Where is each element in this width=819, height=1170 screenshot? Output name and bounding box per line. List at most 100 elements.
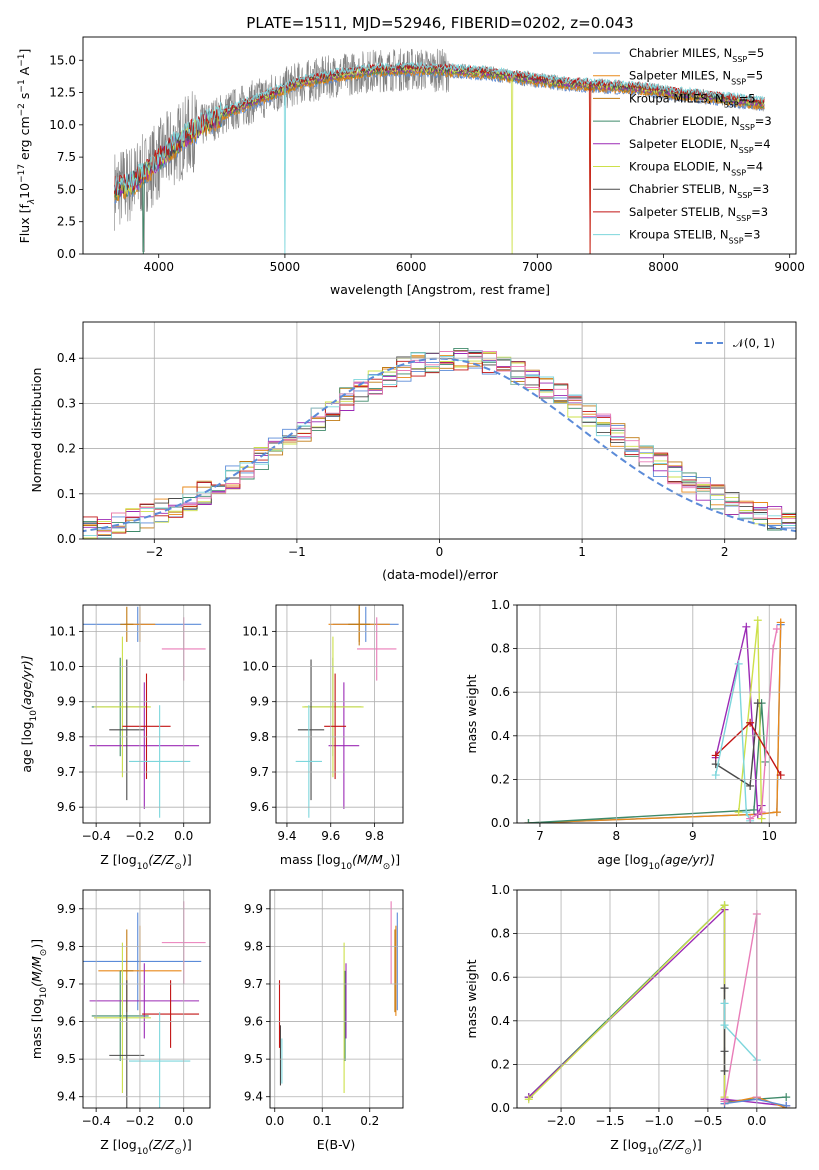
- x-tick-label: 0.1: [313, 1114, 332, 1128]
- y-tick-label: 1.0: [491, 883, 510, 897]
- legend-n-sub: SSP: [729, 236, 744, 245]
- mass-weight-marker: [782, 1101, 791, 1108]
- x-tick-label: 0: [436, 545, 444, 559]
- x-axis-label-part: (Z/Z: [658, 1137, 685, 1152]
- y-tick-label: 9.8: [57, 730, 76, 744]
- mass-weight-vs-metallicity-chart-plot-area: [524, 901, 791, 1108]
- y-axis-label-part: −1: [17, 54, 27, 67]
- mass-vs-metallicity-chart-plot-area: [83, 901, 206, 1108]
- y-axis-label: Flux [fλ10−17 erg cm−2 s−1 A−1]: [17, 49, 37, 244]
- y-tick-label: 9.6: [250, 800, 269, 814]
- x-axis-label-part: )]: [692, 1137, 702, 1152]
- model-spectrum-line: [114, 66, 765, 254]
- y-tick-label: 0.1: [57, 487, 76, 501]
- mass-weight-marker: [720, 901, 729, 910]
- mass-weight-marker: [776, 771, 785, 780]
- legend-n-sub: SSP: [740, 123, 755, 132]
- legend-entry: Chabrier MILES, NSSP=5: [629, 46, 764, 64]
- legend-n-value: =3: [751, 205, 768, 219]
- mass-weight-marker: [720, 984, 729, 993]
- mass-weight-marker: [753, 699, 762, 708]
- y-tick-label: 0.0: [491, 816, 510, 830]
- mass-weight-marker: [734, 808, 743, 817]
- legend-n-prefix: , N: [715, 160, 731, 174]
- axes-frame: [82, 321, 797, 540]
- x-axis-label: age [log10(age/yr)]: [597, 852, 714, 872]
- mass-vs-metallicity-chart: −0.4 −0.2 0.09.49.59.69.79.89.9Z [log10(Z/…: [29, 889, 211, 1157]
- y-tick-label: 12.5: [49, 86, 76, 100]
- y-axis-label-part: mass weight: [464, 959, 479, 1038]
- y-axis-label-part: λ: [27, 199, 37, 205]
- legend-n-value: =3: [744, 228, 761, 242]
- legend-n-prefix: , N: [721, 182, 737, 196]
- legend-entry: Chabrier ELODIE, NSSP=3: [629, 114, 772, 132]
- y-tick-label: 0.4: [57, 351, 76, 365]
- y-tick-label: 0.3: [57, 396, 76, 410]
- mass-weight-line: [715, 663, 751, 822]
- legend-n-value: =5: [747, 46, 764, 60]
- mass-weight-marker: [772, 808, 781, 817]
- x-axis-label-part: Z [log: [610, 1137, 646, 1152]
- x-tick-label: −1: [288, 545, 306, 559]
- x-tick-label: −0.2: [125, 829, 154, 843]
- x-axis-label-part: 10: [341, 862, 353, 872]
- legend-n-prefix: , N: [716, 46, 732, 60]
- x-tick-label: 0.0: [265, 1114, 284, 1128]
- x-tick-label: 1: [578, 545, 586, 559]
- y-axis-label-part: erg cm: [17, 116, 32, 164]
- mass-weight-marker: [753, 616, 762, 625]
- mass-weight-vs-age-chart-plot-area: [524, 616, 785, 823]
- x-axis-label: E(B-V): [317, 1137, 356, 1152]
- y-tick-label: 0.2: [57, 442, 76, 456]
- y-tick-label: 10.1: [49, 624, 76, 638]
- y-tick-label: 9.6: [57, 1015, 76, 1029]
- x-tick-label: 10: [762, 829, 777, 843]
- x-tick-label: 9.6: [321, 829, 340, 843]
- x-axis-label-part: ⊙: [383, 862, 391, 872]
- mass-weight-marker: [524, 1095, 533, 1104]
- x-tick-label: 4000: [143, 260, 174, 274]
- y-tick-label: 0.8: [491, 642, 510, 656]
- mass-weight-line: [528, 624, 782, 823]
- y-axis-label-part: −17: [17, 164, 27, 183]
- legend-entry: Salpeter STELIB, NSSP=3: [629, 205, 768, 223]
- x-axis-label-part: (M/M: [352, 852, 383, 867]
- axes-frame: [82, 604, 211, 824]
- y-tick-label: 1.0: [491, 598, 510, 612]
- mass-weight-vs-metallicity-chart: −2.0 −1.5 −1.0 −0.5 0.0 0.0 0.2 0.4 0.6 0.8 1.0 Z […: [464, 883, 797, 1157]
- legend-n-value: =3: [755, 114, 772, 128]
- legend-series-name: Salpeter STELIB: [629, 205, 720, 219]
- y-tick-label: 2.5: [57, 215, 76, 229]
- y-tick-label: 9.5: [244, 1052, 263, 1066]
- x-tick-label: −0.5: [693, 1114, 722, 1128]
- y-axis-label-part: Flux [f: [17, 204, 32, 244]
- y-axis-label-part: −2: [17, 103, 27, 116]
- legend-n-value: =5: [739, 91, 756, 105]
- model-spectrum-line: [114, 63, 765, 197]
- x-axis-label-part: (Z/Z: [148, 852, 175, 867]
- x-axis-label: (data-model)/error: [382, 567, 499, 582]
- y-tick-label: 9.4: [57, 1090, 76, 1104]
- x-tick-label: −1.5: [595, 1114, 624, 1128]
- mass-weight-marker: [734, 659, 743, 668]
- y-axis-label-part: Normed distribution: [29, 368, 44, 493]
- mass-weight-marker: [746, 814, 755, 823]
- y-tick-label: 9.7: [244, 977, 263, 991]
- x-axis-label-part: Z [log: [100, 1137, 136, 1152]
- x-tick-label: 7: [536, 829, 544, 843]
- x-tick-label: −1.0: [644, 1114, 673, 1128]
- x-tick-label: 8000: [648, 260, 679, 274]
- age-vs-metallicity-chart-plot-area: [83, 606, 206, 818]
- y-axis-label-part: 10: [17, 183, 32, 199]
- y-tick-label: 0.2: [491, 1057, 510, 1071]
- legend-entry: Kroupa ELODIE, NSSP=4: [629, 160, 763, 178]
- legend-series-name: Chabrier STELIB: [629, 182, 721, 196]
- legend-entry: 𝒩(0, 1): [733, 336, 775, 350]
- axes-frame: [516, 604, 797, 824]
- mass-weight-marker: [720, 1021, 729, 1030]
- legend-entry: Kroupa MILES, NSSP=5: [629, 91, 756, 109]
- model-spectrum-line: [114, 60, 765, 254]
- legend-n-sub: SSP: [724, 100, 739, 109]
- y-tick-label: 0.2: [491, 772, 510, 786]
